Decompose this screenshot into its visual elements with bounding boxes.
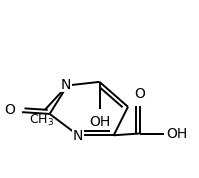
Text: OH: OH [166, 127, 187, 140]
Text: CH$_3$: CH$_3$ [29, 113, 54, 128]
Text: O: O [4, 103, 15, 117]
Text: O: O [134, 87, 145, 101]
Text: OH: OH [89, 115, 110, 129]
Text: N: N [60, 78, 71, 91]
Text: N: N [73, 129, 83, 143]
